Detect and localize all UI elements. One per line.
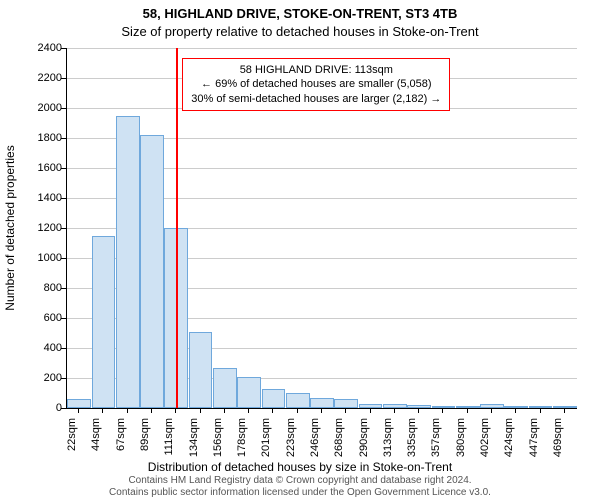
x-tick-mark: [442, 408, 443, 413]
bar: [310, 398, 334, 409]
y-tick-label: 800: [22, 282, 62, 294]
x-tick-mark: [345, 408, 346, 413]
y-tick-label: 1400: [22, 192, 62, 204]
y-tick-mark: [61, 378, 66, 379]
y-tick-mark: [61, 198, 66, 199]
bar: [334, 399, 358, 408]
y-tick-mark: [61, 78, 66, 79]
bar: [213, 368, 237, 409]
bar: [92, 236, 116, 409]
y-tick-label: 1600: [22, 162, 62, 174]
highlight-line: [176, 48, 178, 408]
x-tick-mark: [370, 408, 371, 413]
x-tick-mark: [467, 408, 468, 413]
plot-area: 58 HIGHLAND DRIVE: 113sqm ← 69% of detach…: [66, 48, 577, 409]
x-tick-mark: [151, 408, 152, 413]
gridline: [67, 48, 577, 49]
footer-line1: Contains HM Land Registry data © Crown c…: [128, 475, 471, 486]
y-tick-label: 400: [22, 342, 62, 354]
chart-container: 58, HIGHLAND DRIVE, STOKE-ON-TRENT, ST3 …: [0, 0, 600, 500]
x-tick-mark: [175, 408, 176, 413]
chart-title-line2: Size of property relative to detached ho…: [0, 24, 600, 39]
x-axis-label: Distribution of detached houses by size …: [0, 460, 600, 474]
y-tick-mark: [61, 348, 66, 349]
x-tick-mark: [418, 408, 419, 413]
x-tick-mark: [78, 408, 79, 413]
x-tick-mark: [248, 408, 249, 413]
bar: [237, 377, 261, 409]
annotation-line1: 58 HIGHLAND DRIVE: 113sqm: [240, 64, 393, 76]
y-tick-mark: [61, 108, 66, 109]
y-axis-label: Number of detached properties: [3, 145, 17, 310]
y-tick-mark: [61, 288, 66, 289]
footer-line2: Contains public sector information licen…: [109, 487, 491, 498]
annotation-line3: 30% of semi-detached houses are larger (…: [191, 93, 441, 105]
y-tick-label: 1800: [22, 132, 62, 144]
y-tick-label: 1000: [22, 252, 62, 264]
footer-attribution: Contains HM Land Registry data © Crown c…: [0, 475, 600, 498]
bar: [140, 135, 164, 408]
y-tick-label: 2200: [22, 72, 62, 84]
y-tick-label: 600: [22, 312, 62, 324]
y-tick-label: 0: [22, 402, 62, 414]
y-tick-mark: [61, 228, 66, 229]
x-tick-mark: [515, 408, 516, 413]
x-tick-mark: [297, 408, 298, 413]
y-tick-mark: [61, 138, 66, 139]
y-tick-mark: [61, 48, 66, 49]
y-tick-label: 2000: [22, 102, 62, 114]
x-tick-mark: [394, 408, 395, 413]
x-tick-mark: [127, 408, 128, 413]
y-tick-mark: [61, 168, 66, 169]
x-tick-mark: [102, 408, 103, 413]
annotation-box: 58 HIGHLAND DRIVE: 113sqm ← 69% of detach…: [182, 58, 450, 111]
bar: [189, 332, 213, 409]
x-tick-mark: [200, 408, 201, 413]
bar: [286, 393, 310, 408]
bar: [262, 389, 286, 409]
x-tick-mark: [272, 408, 273, 413]
bar: [553, 406, 577, 408]
chart-title-line1: 58, HIGHLAND DRIVE, STOKE-ON-TRENT, ST3 …: [0, 6, 600, 21]
y-tick-mark: [61, 318, 66, 319]
y-tick-label: 1200: [22, 222, 62, 234]
y-tick-label: 200: [22, 372, 62, 384]
x-tick-mark: [564, 408, 565, 413]
x-tick-mark: [540, 408, 541, 413]
bar: [383, 404, 407, 409]
y-tick-mark: [61, 258, 66, 259]
bar: [116, 116, 140, 409]
x-tick-mark: [321, 408, 322, 413]
y-tick-mark: [61, 408, 66, 409]
bar: [67, 399, 91, 408]
annotation-line2: ← 69% of detached houses are smaller (5,…: [201, 78, 432, 90]
x-tick-mark: [491, 408, 492, 413]
x-tick-mark: [224, 408, 225, 413]
bar: [456, 406, 480, 408]
y-tick-label: 2400: [22, 42, 62, 54]
